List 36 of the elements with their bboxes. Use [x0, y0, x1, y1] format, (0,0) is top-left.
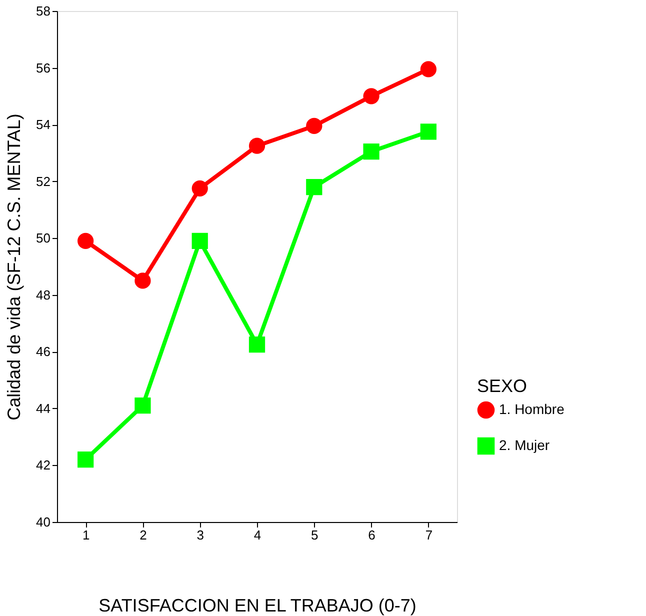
- x-tick-label: 1: [82, 528, 90, 542]
- y-tick-label: 46: [36, 344, 50, 360]
- point: [78, 232, 94, 249]
- point: [363, 88, 380, 104]
- legend-label: 2. Mujer: [499, 437, 550, 453]
- y-axis-title: Calidad de vida (SF-12 C.S. MENTAL): [4, 114, 24, 420]
- y-tick-label: 56: [36, 60, 50, 76]
- point: [248, 138, 266, 154]
- point: [192, 180, 208, 196]
- legend-label: 1. Hombre: [499, 401, 565, 417]
- y-tick-label: 48: [36, 287, 50, 302]
- y-tick-label: 50: [36, 230, 50, 246]
- point: [363, 143, 380, 160]
- point: [306, 178, 322, 196]
- point: [248, 336, 266, 353]
- x-tick-label: 2: [140, 528, 147, 542]
- y-tick-label: 54: [36, 117, 50, 132]
- point: [134, 272, 151, 289]
- point: [134, 398, 151, 414]
- y-tick-label: 52: [36, 174, 50, 189]
- legend-title: SEXO: [477, 376, 528, 396]
- point: [420, 61, 436, 78]
- x-axis-title: SATISFACCION EN EL TRABAJO (0-7): [98, 596, 416, 616]
- y-tick-label: 58: [36, 4, 50, 18]
- x-tick-label: 3: [196, 528, 204, 542]
- point: [420, 124, 436, 140]
- point: [306, 118, 322, 134]
- x-tick-label: 4: [254, 528, 262, 542]
- y-tick-label: 40: [36, 514, 50, 530]
- point: [192, 232, 208, 250]
- x-tick-label: 5: [311, 528, 318, 542]
- x-tick-label: 6: [368, 528, 376, 542]
- x-tick-label: 7: [425, 528, 433, 542]
- y-tick-label: 44: [36, 400, 50, 416]
- y-tick-label: 42: [36, 458, 50, 473]
- point: [78, 451, 94, 468]
